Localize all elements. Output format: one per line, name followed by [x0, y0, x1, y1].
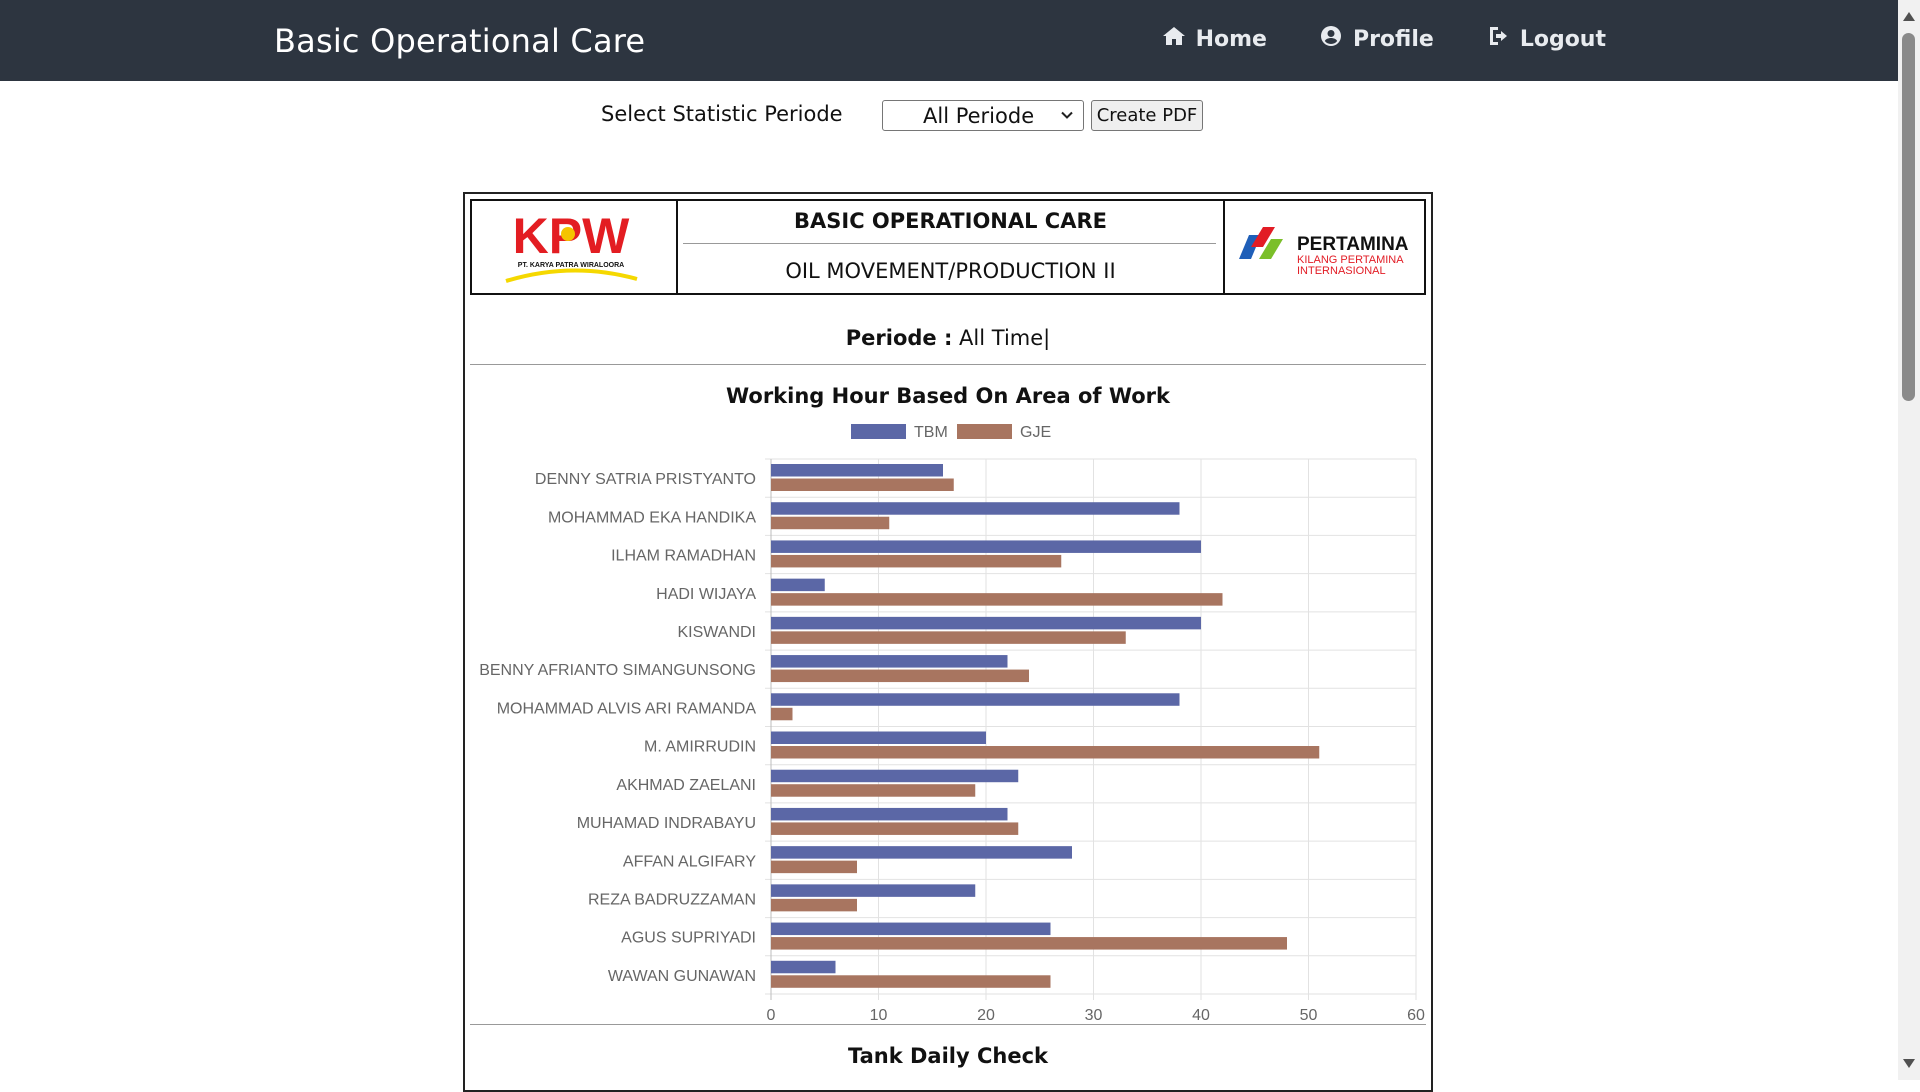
y-category-label: MOHAMMAD ALVIS ARI RAMANDA — [497, 700, 757, 717]
y-category-label: KISWANDI — [677, 624, 756, 641]
bar-tbm — [771, 578, 825, 592]
y-category-label: AFFAN ALGIFARY — [623, 853, 756, 870]
nav-profile-link[interactable]: Profile — [1319, 24, 1434, 54]
legend-label: TBM — [914, 424, 948, 441]
bar-gje — [771, 516, 890, 530]
bar-tbm — [771, 807, 1008, 821]
nav-logout-label: Logout — [1519, 26, 1606, 52]
section-divider — [470, 364, 1426, 365]
pertamina-logo-text: PERTAMINA — [1297, 234, 1409, 255]
y-category-label: M. AMIRRUDIN — [644, 739, 756, 756]
legend-swatch — [957, 424, 1012, 439]
bar-gje — [771, 478, 954, 491]
bar-tbm — [771, 884, 976, 897]
section-divider — [470, 1024, 1426, 1025]
y-category-label: MUHAMAD INDRABAYU — [577, 815, 756, 832]
scroll-up-icon[interactable] — [1903, 12, 1915, 21]
period-select[interactable]: All Periode — [882, 100, 1084, 131]
bar-tbm — [771, 693, 1180, 706]
periode-value: All Time| — [959, 326, 1051, 350]
x-tick-label: 10 — [870, 1007, 888, 1024]
bar-gje — [771, 746, 1320, 759]
bar-tbm — [771, 655, 1008, 668]
y-category-label: AGUS SUPRIYADI — [621, 930, 756, 947]
kpw-logo-caption: PT. KARYA PATRA WIRALOORA — [518, 262, 624, 269]
y-category-label: AKHMAD ZAELANI — [616, 777, 756, 794]
y-category-label: REZA BADRUZZAMAN — [588, 891, 756, 908]
working-hour-chart: TBM GJE 0 10 20 30 40 50 60 DENNY SATRIA PRISTYAN… — [479, 424, 1425, 1024]
app-title[interactable]: Basic Operational Care — [274, 22, 646, 60]
kpw-logo-cell: KPW PT. KARYA PATRA WIRALOORA — [472, 201, 678, 293]
x-tick-label: 20 — [977, 1007, 995, 1024]
nav-links: Home Profile Logout — [1162, 24, 1606, 54]
bar-gje — [771, 937, 1287, 950]
bar-tbm — [771, 769, 1019, 783]
report-title: BASIC OPERATIONAL CARE — [794, 209, 1107, 233]
tank-daily-check-title: Tank Daily Check — [847, 1044, 1049, 1068]
title-divider — [683, 243, 1216, 244]
chevron-down-icon — [1061, 111, 1073, 119]
report-subtitle: OIL MOVEMENT/PRODUCTION II — [785, 259, 1116, 283]
bar-gje — [771, 784, 976, 797]
bar-gje — [771, 707, 793, 721]
kpw-logo: KPW PT. KARYA PATRA WIRALOORA — [505, 208, 638, 283]
scroll-down-icon[interactable] — [1903, 1059, 1915, 1068]
bar-tbm — [771, 464, 943, 477]
x-tick-label: 0 — [767, 1007, 776, 1024]
bar-gje — [771, 975, 1051, 988]
bar-tbm — [771, 846, 1072, 859]
bar-tbm — [771, 960, 836, 974]
x-tick-label: 30 — [1085, 1007, 1103, 1024]
pertamina-logo: PERTAMINA KILANG PERTAMINA INTERNASIONAL — [1239, 227, 1409, 277]
bar-tbm — [771, 616, 1201, 630]
statistic-controls: Select Statistic Periode All Periode Cre… — [0, 98, 1898, 138]
report-panel: KPW PT. KARYA PATRA WIRALOORA BASIC OPER… — [463, 192, 1433, 1092]
chart-title: Working Hour Based On Area of Work — [725, 384, 1171, 408]
report-title-cell: BASIC OPERATIONAL CARE OIL MOVEMENT/PROD… — [678, 201, 1225, 293]
nav-logout-link[interactable]: Logout — [1486, 24, 1606, 54]
bar-gje — [771, 554, 1062, 568]
bar-gje — [771, 898, 857, 912]
period-select-value: All Periode — [923, 103, 1035, 128]
legend-swatch — [851, 424, 906, 439]
y-category-label: DENNY SATRIA PRISTYANTO — [535, 471, 756, 488]
bar-gje — [771, 631, 1126, 644]
pertamina-logo-cell: PERTAMINA KILANG PERTAMINA INTERNASIONAL — [1225, 201, 1424, 293]
y-category-label: HADI WIJAYA — [656, 586, 756, 603]
create-pdf-button[interactable]: Create PDF — [1091, 100, 1203, 131]
user-circle-icon — [1319, 24, 1343, 54]
x-tick-label: 50 — [1300, 1007, 1318, 1024]
bar-gje — [771, 593, 1223, 606]
report-header: KPW PT. KARYA PATRA WIRALOORA BASIC OPER… — [470, 199, 1426, 295]
y-category-label: BENNY AFRIANTO SIMANGUNSONG — [479, 662, 756, 679]
bar-gje — [771, 822, 1019, 835]
periode-label: Periode : — [845, 326, 953, 350]
scroll-thumb[interactable] — [1902, 33, 1915, 401]
home-icon — [1162, 24, 1186, 54]
logout-icon — [1486, 24, 1510, 54]
top-navbar: Basic Operational Care Home Profile Logo… — [0, 0, 1898, 81]
nav-profile-label: Profile — [1352, 26, 1434, 52]
y-category-label: WAWAN GUNAWAN — [608, 968, 756, 985]
x-tick-label: 40 — [1192, 1007, 1210, 1024]
bar-gje — [771, 860, 857, 874]
pertamina-logo-line2: KILANG PERTAMINA — [1297, 254, 1404, 266]
pertamina-logo-line3: INTERNASIONAL — [1297, 265, 1386, 277]
nav-home-label: Home — [1195, 26, 1267, 52]
bar-tbm — [771, 922, 1051, 936]
y-category-label: MOHAMMAD EKA HANDIKA — [548, 509, 756, 526]
legend-label: GJE — [1020, 424, 1051, 441]
y-category-label: ILHAM RAMADHAN — [611, 548, 756, 565]
bar-tbm — [771, 502, 1180, 515]
x-tick-label: 60 — [1407, 1007, 1425, 1024]
periode-line: Periode : All Time| — [465, 326, 1431, 350]
bar-tbm — [771, 540, 1201, 553]
bar-tbm — [771, 731, 986, 744]
page-scrollbar[interactable] — [1898, 0, 1920, 1080]
bar-gje — [771, 669, 1029, 683]
nav-home-link[interactable]: Home — [1162, 24, 1267, 54]
period-label: Select Statistic Periode — [601, 102, 843, 126]
